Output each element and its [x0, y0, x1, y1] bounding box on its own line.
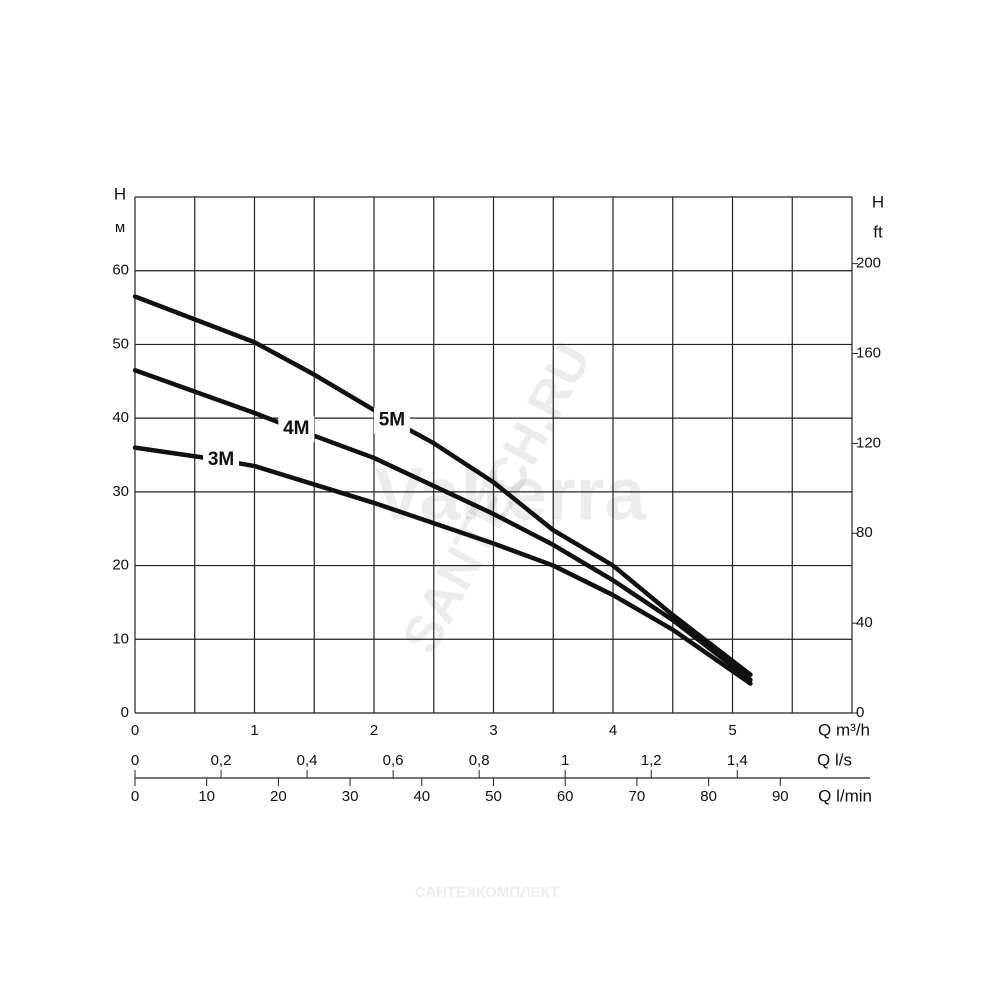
secondary-tick-label: 0,6 — [383, 752, 404, 769]
x-title: Q m³/h — [818, 720, 870, 739]
secondary-tick-label: 0,8 — [469, 752, 490, 769]
curve-label: 3M — [208, 449, 234, 470]
secondary-tick-label: 0,4 — [297, 752, 318, 769]
secondary-tick-label: 1,2 — [641, 752, 662, 769]
watermark: САНТЕХКОМПЛЕКТ — [415, 884, 560, 901]
curve-label-bg — [278, 416, 315, 443]
secondary-tick-label: 90 — [772, 788, 789, 805]
x-tick-label: 2 — [370, 722, 378, 739]
y2-unit: ft — [873, 222, 883, 241]
x-tick-label: 5 — [728, 722, 736, 739]
secondary-tick-label: 20 — [270, 788, 287, 805]
y-unit: м — [115, 219, 125, 236]
secondary-tick-label: 40 — [413, 788, 430, 805]
y2-title: H — [872, 192, 884, 211]
secondary-tick-label: 70 — [629, 788, 646, 805]
pump-curve — [132, 294, 753, 677]
y2-tick-label: 200 — [856, 255, 881, 272]
x-lmin-title: Q l/min — [818, 786, 872, 805]
y-tick-label: 60 — [112, 262, 129, 279]
x-tick-label: 0 — [131, 722, 139, 739]
y2-tick-label: 120 — [856, 434, 881, 451]
y-tick-label: 10 — [112, 630, 129, 647]
y-tick-label: 40 — [112, 409, 129, 426]
y-title: H — [114, 184, 126, 203]
secondary-tick-label: 0 — [131, 752, 139, 769]
secondary-tick-label: 60 — [557, 788, 574, 805]
y2-tick-label: 0 — [856, 704, 864, 721]
curve-label-bg — [373, 407, 410, 434]
secondary-tick-label: 10 — [198, 788, 215, 805]
pump-curve — [132, 367, 753, 683]
secondary-tick-label: 1 — [561, 752, 569, 769]
y-tick-label: 50 — [112, 335, 129, 352]
secondary-tick-label: 0,2 — [211, 752, 232, 769]
secondary-tick-label: 1,4 — [727, 752, 748, 769]
y-tick-label: 0 — [121, 704, 129, 721]
curve-label: 5M — [379, 409, 405, 430]
secondary-tick-label: 0 — [131, 788, 139, 805]
secondary-tick-label: 80 — [700, 788, 717, 805]
x-tick-label: 1 — [250, 722, 258, 739]
y-tick-label: 20 — [112, 557, 129, 574]
y-tick-label: 30 — [112, 483, 129, 500]
x-ls-title: Q l/s — [817, 750, 852, 769]
x-tick-label: 4 — [609, 722, 617, 739]
curve-label-bg — [203, 447, 240, 474]
x-tick-label: 3 — [489, 722, 497, 739]
y2-tick-label: 40 — [856, 614, 873, 631]
y2-tick-label: 160 — [856, 344, 881, 361]
y2-tick-label: 80 — [856, 524, 873, 541]
secondary-tick-label: 50 — [485, 788, 502, 805]
secondary-tick-label: 30 — [342, 788, 359, 805]
curve-label: 4M — [283, 418, 309, 439]
